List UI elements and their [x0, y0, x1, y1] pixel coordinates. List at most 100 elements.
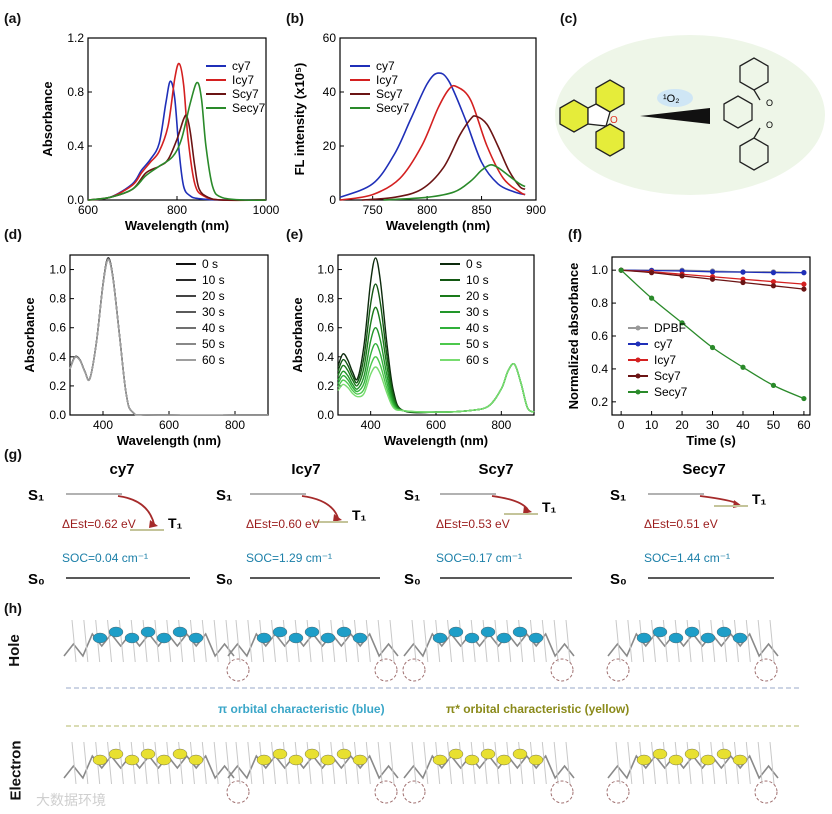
pi-lobe [432, 632, 448, 644]
y-tick-label-a: 0.8 [67, 85, 84, 99]
delta-est-label: ΔEst=0.51 eV [644, 517, 718, 531]
bond-hydrogen [107, 741, 113, 785]
bond-hydrogen [318, 741, 324, 785]
substituent-highlight [754, 658, 778, 682]
y-tick-label-a: 0.4 [67, 139, 84, 153]
pistar-lobe [288, 754, 304, 766]
bond-hydrogen [154, 619, 160, 663]
chart-dpbf-d: 400 600 800 0.0 0.2 0.4 0.6 0.8 1.0 Wavelength (n… [22, 254, 269, 448]
pi-lobe [636, 632, 652, 644]
data-point-f-Scy7 [801, 286, 807, 292]
bond-hydrogen [627, 741, 633, 785]
bond-hydrogen [651, 619, 657, 663]
pistar-lobe [320, 754, 336, 766]
bond-hydrogen [541, 619, 547, 663]
pistar-lobe [668, 754, 684, 766]
bond-hydrogen [118, 741, 124, 785]
bond-hydrogen [247, 619, 253, 663]
hole-label: Hole [5, 634, 23, 667]
pistar-lobe [684, 748, 700, 760]
bond-hydrogen [627, 619, 633, 663]
x-axis-title-e: Wavelength (nm) [384, 433, 488, 448]
series-line-d [69, 257, 269, 416]
bond-hydrogen [615, 619, 621, 663]
pistar-lobe [496, 754, 512, 766]
s1-label: S₁ [216, 487, 232, 504]
pistar-lobe [464, 754, 480, 766]
legend-label-e: 60 s [466, 353, 489, 367]
legend-label-e: 40 s [466, 321, 489, 335]
bond-hydrogen [541, 741, 547, 785]
pistar-lobe [716, 748, 732, 760]
substituent-highlight [374, 780, 398, 804]
bond-hydrogen [235, 741, 241, 785]
data-point-f-Secy7 [649, 295, 655, 301]
molecule-skeleton [227, 632, 399, 658]
y-tick-label-e: 1.0 [317, 263, 334, 277]
chart-fluorescence-b: 750 800 850 900 0 20 40 60 Wavelength (nm) FL int… [292, 31, 546, 233]
pistar-lobe [92, 754, 108, 766]
dpbf-molecule [559, 79, 625, 157]
legend-label-f: Scy7 [654, 369, 681, 383]
isc-arrow [491, 495, 529, 511]
y-tick-label-a: 0.0 [67, 193, 84, 207]
pistar-lobe [700, 754, 716, 766]
axes-frame-d [69, 254, 269, 416]
pistar-lobe [256, 754, 272, 766]
singlet-oxygen-glow [657, 89, 693, 107]
bond-hydrogen [458, 619, 464, 663]
bond-hydrogen [282, 741, 288, 785]
x-tick-label-e: 600 [426, 418, 446, 432]
pistar-lobe [448, 748, 464, 760]
bond-hydrogen [142, 619, 148, 663]
pistar-lobe [188, 754, 204, 766]
y-tick-label-d: 1.0 [49, 263, 66, 277]
x-tick-label-f: 30 [706, 418, 720, 432]
t1-label: T₁ [168, 515, 183, 531]
watermark: 大数据环境 [36, 792, 106, 808]
y-tick-label-b: 60 [323, 31, 337, 45]
molecule-skeleton [63, 754, 235, 780]
s0-label: S₀ [28, 571, 45, 588]
pi-lobe [156, 632, 172, 644]
pistar-lobe [156, 754, 172, 766]
data-point-f-cy7 [770, 270, 777, 276]
product-molecule [723, 57, 769, 171]
bond-hydrogen [201, 741, 207, 785]
molecule-skeleton [607, 754, 779, 780]
bond-hydrogen [494, 619, 500, 663]
bond-hydrogen [107, 619, 113, 663]
pi-lobe [188, 632, 204, 644]
y-tick-label-f: 0.2 [591, 395, 608, 409]
pistar-lobe [108, 748, 124, 760]
legend-label-a: cy7 [232, 59, 251, 73]
t1-label: T₁ [352, 507, 367, 523]
bond-hydrogen [769, 741, 775, 785]
orbital-diagrams [63, 619, 800, 804]
panel-c-label: (c) [560, 10, 578, 26]
pistar-lobe [336, 748, 352, 760]
legend-label-d: 60 s [202, 353, 225, 367]
molecule-title: cy7 [109, 461, 134, 478]
bond-hydrogen [662, 619, 668, 663]
pi-lobe [512, 626, 528, 638]
x-tick-label-f: 40 [736, 418, 750, 432]
series-line-e [337, 362, 535, 413]
y-tick-label-b: 20 [323, 139, 337, 153]
molecule-title: Icy7 [291, 461, 320, 478]
x-tick-label-e: 800 [491, 418, 511, 432]
data-point-f-Scy7 [740, 279, 746, 286]
data-point-f-Scy7 [679, 273, 685, 279]
bond-hydrogen [213, 741, 219, 785]
y-tick-label-f: 1.0 [591, 263, 608, 277]
bond-hydrogen [142, 741, 148, 785]
y-tick-label-a: 1.2 [67, 31, 84, 45]
panel-a-label: (a) [4, 10, 22, 26]
y-axis-title-b: FL intensity (x10⁵) [292, 63, 307, 176]
x-axis-title-b: Wavelength (nm) [386, 218, 490, 233]
pi-lobe [496, 632, 512, 644]
y-tick-label-e: 0.6 [317, 321, 334, 335]
bond-hydrogen [423, 741, 429, 785]
series-line-a-cy7 [87, 80, 267, 201]
legend-label-b: Scy7 [376, 87, 403, 101]
